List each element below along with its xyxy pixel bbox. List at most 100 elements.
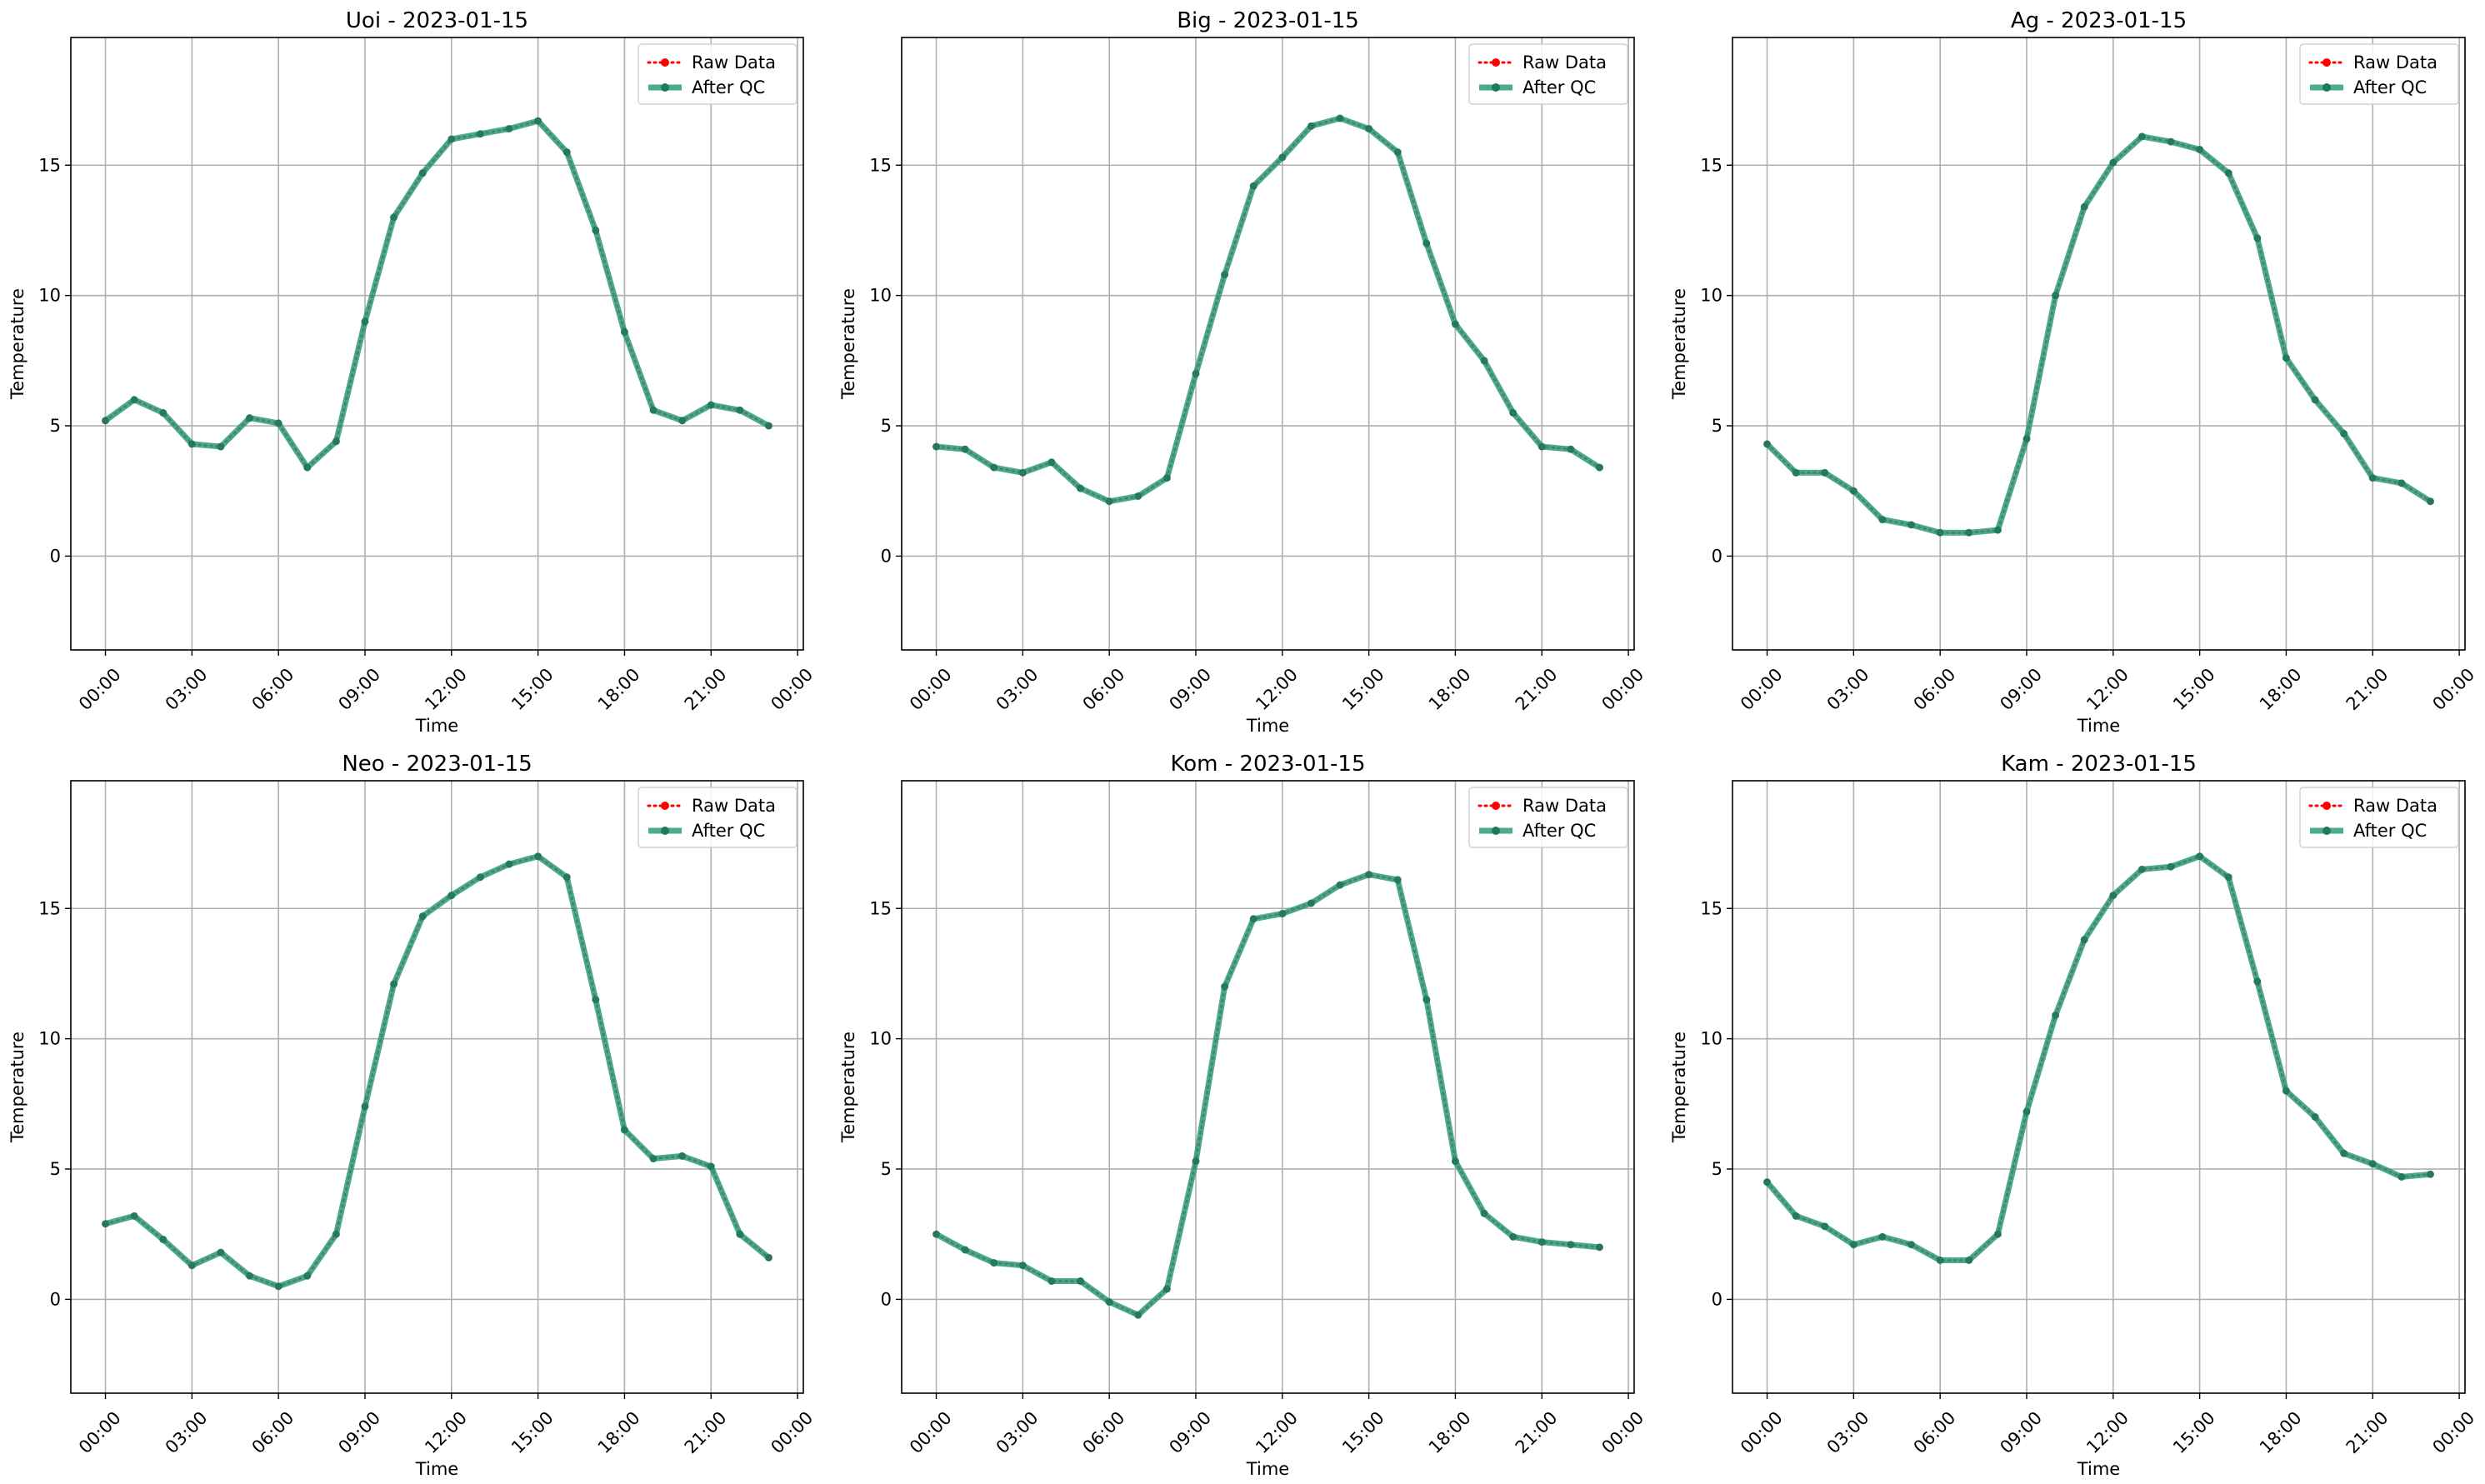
after-qc-point bbox=[1993, 526, 2002, 534]
x-tick-label: 00:00 bbox=[1737, 664, 1787, 714]
after-qc-point bbox=[1365, 871, 1373, 879]
legend-qc-label: After QC bbox=[2353, 821, 2427, 841]
legend-raw-label: Raw Data bbox=[1522, 796, 1607, 816]
x-axis-label: Time bbox=[1246, 1459, 1289, 1479]
legend-raw-marker bbox=[2322, 802, 2331, 810]
plot-frame bbox=[1732, 780, 2466, 1394]
x-tick-label: 03:00 bbox=[1823, 664, 1873, 714]
y-tick-label: 5 bbox=[50, 1159, 61, 1179]
after-qc-point bbox=[736, 406, 744, 414]
after-qc-point bbox=[1538, 442, 1546, 451]
after-qc-point bbox=[990, 463, 998, 472]
after-qc-point bbox=[1105, 1298, 1113, 1307]
after-qc-point bbox=[130, 1212, 138, 1220]
after-qc-point bbox=[1336, 114, 1344, 122]
x-tick-label: 21:00 bbox=[1512, 664, 1562, 714]
after-qc-point bbox=[1965, 1256, 1973, 1264]
after-qc-point bbox=[2196, 852, 2204, 861]
after-qc-point bbox=[932, 442, 941, 451]
x-tick-label: 00:00 bbox=[906, 1407, 956, 1457]
after-qc-point bbox=[505, 860, 513, 868]
after-qc-point bbox=[2196, 145, 2204, 153]
legend-qc-label: After QC bbox=[692, 77, 765, 97]
after-qc-line bbox=[1765, 133, 2432, 536]
after-qc-point bbox=[2109, 892, 2118, 900]
after-qc-point bbox=[1451, 1157, 1459, 1166]
after-qc-point bbox=[1792, 468, 1800, 477]
after-qc-point bbox=[1162, 474, 1171, 482]
x-tick-label: 00:00 bbox=[767, 1407, 817, 1457]
after-qc-point bbox=[2253, 234, 2262, 242]
x-tick-label: 12:00 bbox=[1252, 1407, 1302, 1457]
x-axis-label: Time bbox=[2077, 716, 2120, 736]
after-qc-point bbox=[932, 1230, 941, 1238]
x-tick-label: 18:00 bbox=[1425, 664, 1475, 714]
after-qc-point bbox=[2022, 435, 2031, 443]
subplot-2: 00:00 03:00 06:00 09:00 12:00 15:00 18:00 21:00… bbox=[1669, 8, 2478, 736]
x-tick-label: 00:00 bbox=[767, 664, 817, 714]
after-qc-point bbox=[1393, 148, 1402, 157]
after-qc-point bbox=[620, 1126, 628, 1134]
after-qc-point bbox=[1595, 463, 1603, 472]
subplot-title: Kom - 2023-01-15 bbox=[1171, 752, 1366, 777]
after-qc-point bbox=[217, 442, 225, 451]
legend-raw-label: Raw Data bbox=[1522, 52, 1607, 72]
after-qc-point bbox=[649, 1155, 658, 1163]
after-qc-point bbox=[1278, 910, 1287, 918]
after-qc-point bbox=[534, 117, 542, 125]
after-qc-point bbox=[1567, 445, 1575, 453]
after-qc-point bbox=[2224, 873, 2232, 882]
plot-area bbox=[71, 37, 803, 650]
after-qc-point bbox=[2282, 1087, 2290, 1095]
x-tick-label: 06:00 bbox=[248, 664, 298, 714]
after-qc-line bbox=[103, 117, 771, 471]
y-tick-label: 10 bbox=[869, 1029, 892, 1049]
after-qc-point bbox=[1965, 528, 1973, 537]
x-tick-label: 00:00 bbox=[2428, 1407, 2478, 1457]
after-qc-point bbox=[1908, 521, 1916, 529]
after-qc-point bbox=[476, 130, 484, 138]
x-tick-label: 06:00 bbox=[1910, 664, 1960, 714]
y-axis-label: Temperature bbox=[838, 288, 858, 400]
y-tick-label: 10 bbox=[38, 1029, 61, 1049]
after-qc-point bbox=[2398, 1172, 2406, 1181]
after-qc-point bbox=[649, 406, 658, 414]
x-tick-label: 15:00 bbox=[2169, 664, 2219, 714]
y-axis-label: Temperature bbox=[8, 1032, 28, 1143]
x-tick-label: 12:00 bbox=[2082, 664, 2132, 714]
after-qc-point bbox=[274, 419, 282, 427]
legend-raw-marker bbox=[2322, 58, 2331, 67]
after-qc-point bbox=[246, 1272, 254, 1280]
legend-qc-label: After QC bbox=[2353, 77, 2427, 97]
after-qc-point bbox=[1908, 1241, 1916, 1249]
after-qc-point bbox=[1393, 876, 1402, 884]
after-qc-point bbox=[1077, 484, 1085, 492]
after-qc-point bbox=[1134, 492, 1142, 500]
after-qc-point bbox=[1278, 153, 1287, 162]
x-tick-label: 21:00 bbox=[2342, 664, 2392, 714]
x-tick-label: 09:00 bbox=[1165, 664, 1215, 714]
after-qc-point bbox=[2109, 158, 2118, 167]
y-tick-label: 15 bbox=[869, 155, 892, 175]
x-tick-label: 18:00 bbox=[2256, 664, 2306, 714]
after-qc-point bbox=[2340, 429, 2348, 437]
after-qc-point bbox=[476, 873, 484, 882]
x-tick-label: 03:00 bbox=[162, 664, 212, 714]
after-qc-point bbox=[1018, 1262, 1027, 1270]
legend: Raw Data After QC bbox=[638, 43, 798, 105]
x-tick-label: 03:00 bbox=[992, 1407, 1042, 1457]
after-qc-point bbox=[1538, 1238, 1546, 1247]
after-qc-point bbox=[390, 213, 398, 222]
y-tick-label: 0 bbox=[1712, 546, 1722, 566]
after-qc-point bbox=[418, 912, 427, 921]
after-qc-point bbox=[1595, 1243, 1603, 1252]
after-qc-point bbox=[592, 226, 600, 234]
x-tick-label: 00:00 bbox=[1598, 1407, 1648, 1457]
subplot-title: Big - 2023-01-15 bbox=[1177, 8, 1359, 33]
y-tick-label: 5 bbox=[1712, 1159, 1722, 1179]
after-qc-point bbox=[1849, 1241, 1858, 1249]
plot-area bbox=[1732, 781, 2465, 1393]
y-tick-label: 10 bbox=[1700, 1029, 1722, 1049]
after-qc-point bbox=[707, 401, 715, 409]
after-qc-point bbox=[1792, 1212, 1800, 1220]
